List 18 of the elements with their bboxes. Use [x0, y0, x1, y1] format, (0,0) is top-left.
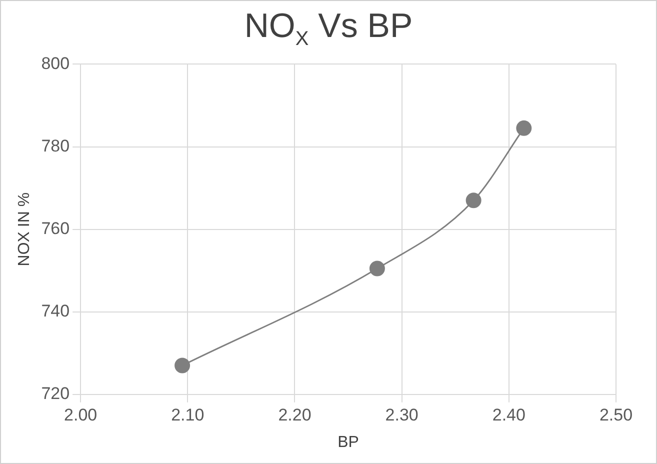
point [516, 120, 532, 136]
x-tick-label: 2.40 [492, 405, 526, 424]
y-tick-label: 720 [41, 384, 70, 404]
x-tick-label: 2.00 [64, 405, 98, 424]
point [466, 192, 482, 208]
point [369, 260, 385, 276]
x-tick-label: 2.20 [278, 405, 312, 424]
y-axis-title: NOX IN % [16, 192, 34, 266]
y-tick-label: 740 [41, 302, 70, 321]
point [174, 358, 190, 374]
y-tick-label: 780 [41, 136, 70, 156]
x-tick-label: 2.10 [171, 405, 204, 424]
chart-title: NO$_{X}$ Vs BP [243, 7, 414, 51]
y-tick-label: 760 [41, 218, 70, 238]
x-tick-label: 2.30 [385, 405, 418, 424]
x-tick-label: 2.50 [599, 405, 633, 424]
x-axis-title: BP [338, 434, 359, 451]
y-tick-label: 800 [41, 54, 70, 73]
